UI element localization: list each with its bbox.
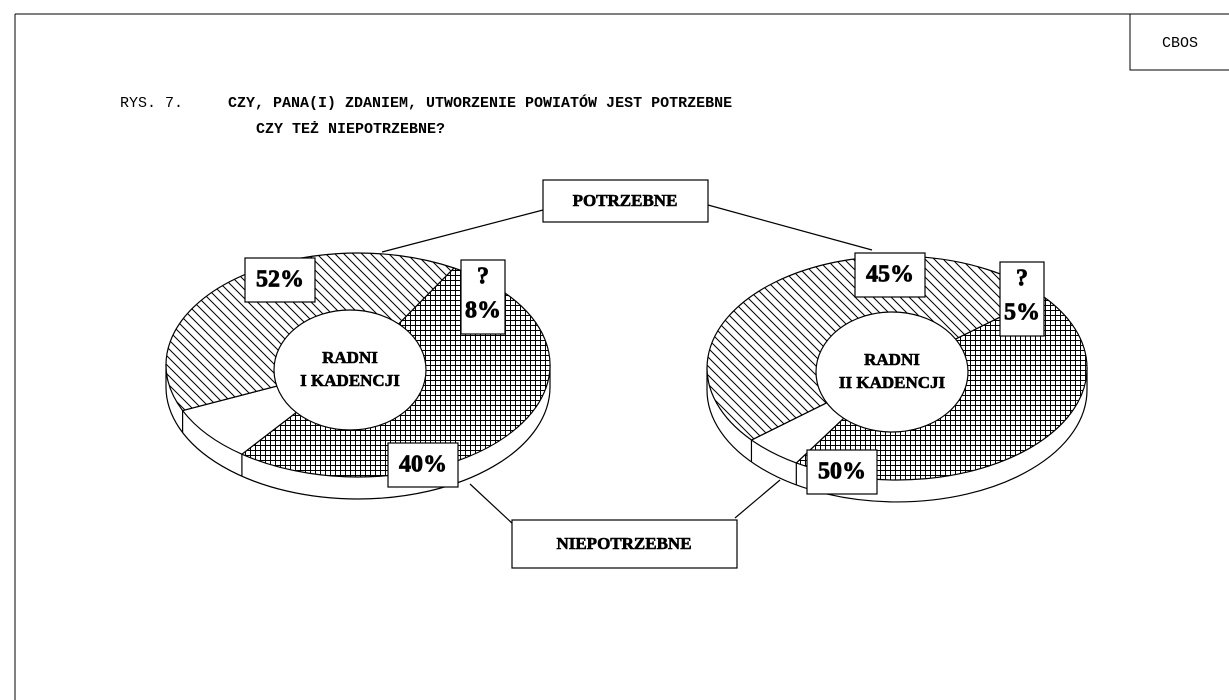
center-label: II KADENCJI xyxy=(839,373,946,392)
label-box xyxy=(999,261,1045,337)
source-box xyxy=(1129,14,1229,71)
title: CZY, PANA(I) ZDANIEM, UTWORZENIE POWIATÓ… xyxy=(228,94,732,112)
label-box xyxy=(387,442,459,488)
value-label: 52% xyxy=(256,267,304,293)
unknown-label: ? xyxy=(1016,266,1028,292)
figure-label: RYS. 7. xyxy=(120,95,183,112)
source: CBOS xyxy=(1162,35,1198,52)
center-label: RADNI xyxy=(322,348,378,367)
unknown-label: ? xyxy=(477,264,489,290)
center-label: I KADENCJI xyxy=(300,371,400,390)
title: CZY TEŻ NIEPOTRZEBNE? xyxy=(256,121,445,138)
labels: 52% ? 8% 40% 45% ? 5% 50% POTRZEBNE NIEPOTRZEBNE xyxy=(244,179,1045,569)
label-box xyxy=(511,519,738,569)
value-label: 40% xyxy=(399,452,447,478)
callout: NIEPOTRZEBNE xyxy=(556,534,691,553)
connector xyxy=(707,204,873,251)
label-box xyxy=(244,257,316,303)
value-label: 5% xyxy=(1004,300,1040,326)
connector xyxy=(381,209,544,253)
value-label: 45% xyxy=(866,262,914,288)
center-label: RADNI xyxy=(864,350,920,369)
connector xyxy=(734,479,781,519)
connector xyxy=(469,483,515,526)
connectors xyxy=(381,204,873,526)
value-label: 50% xyxy=(818,459,866,485)
label-box xyxy=(542,179,709,223)
pie-center xyxy=(815,311,969,433)
value-label: 8% xyxy=(465,298,501,324)
label-box xyxy=(806,449,878,495)
label-box xyxy=(854,252,926,298)
pie-center xyxy=(273,309,427,431)
callout: POTRZEBNE xyxy=(573,191,678,210)
label-box xyxy=(460,259,506,335)
